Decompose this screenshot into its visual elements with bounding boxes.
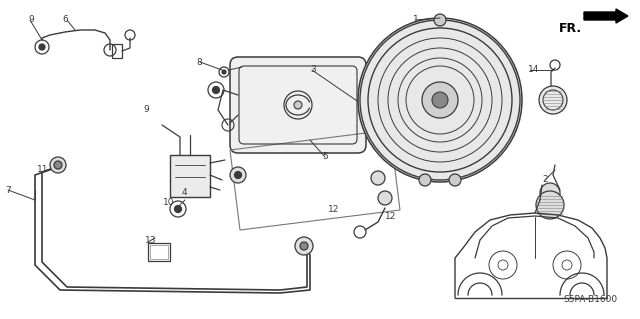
Text: 6: 6 bbox=[62, 15, 68, 24]
Circle shape bbox=[175, 205, 182, 212]
Text: 7: 7 bbox=[5, 186, 11, 195]
Text: 14: 14 bbox=[528, 65, 540, 74]
Circle shape bbox=[212, 86, 220, 93]
Circle shape bbox=[284, 91, 312, 119]
Circle shape bbox=[39, 44, 45, 50]
Bar bbox=[150, 245, 168, 259]
Text: 4: 4 bbox=[182, 188, 188, 197]
Circle shape bbox=[449, 174, 461, 186]
Ellipse shape bbox=[358, 18, 522, 182]
Text: 9: 9 bbox=[28, 15, 34, 24]
Text: 12: 12 bbox=[328, 205, 339, 214]
Text: 5: 5 bbox=[322, 152, 328, 161]
Circle shape bbox=[54, 161, 62, 169]
Text: 3: 3 bbox=[310, 65, 316, 74]
Circle shape bbox=[300, 242, 308, 250]
Circle shape bbox=[539, 86, 567, 114]
Circle shape bbox=[371, 171, 385, 185]
Circle shape bbox=[422, 82, 458, 118]
Circle shape bbox=[230, 167, 246, 183]
Text: 2: 2 bbox=[542, 175, 548, 184]
Circle shape bbox=[378, 191, 392, 205]
Text: 11: 11 bbox=[37, 165, 49, 174]
Text: S5PA-B1600: S5PA-B1600 bbox=[563, 295, 617, 304]
Text: 9: 9 bbox=[143, 105, 148, 114]
Text: 10: 10 bbox=[163, 198, 175, 207]
Bar bbox=[170, 155, 210, 197]
FancyBboxPatch shape bbox=[230, 57, 366, 153]
FancyArrow shape bbox=[584, 9, 628, 23]
Circle shape bbox=[234, 172, 241, 179]
Circle shape bbox=[294, 101, 302, 109]
Text: 13: 13 bbox=[145, 236, 157, 245]
Bar bbox=[148, 243, 170, 261]
Text: FR.: FR. bbox=[559, 22, 582, 35]
Text: 1: 1 bbox=[413, 15, 419, 24]
Text: 12: 12 bbox=[385, 212, 396, 221]
Circle shape bbox=[540, 183, 560, 203]
Circle shape bbox=[536, 191, 564, 219]
Bar bbox=[112, 44, 122, 58]
Circle shape bbox=[419, 174, 431, 186]
Text: 8: 8 bbox=[196, 58, 202, 67]
Circle shape bbox=[295, 237, 313, 255]
Circle shape bbox=[434, 14, 446, 26]
Circle shape bbox=[222, 70, 226, 74]
Circle shape bbox=[432, 92, 448, 108]
Circle shape bbox=[50, 157, 66, 173]
